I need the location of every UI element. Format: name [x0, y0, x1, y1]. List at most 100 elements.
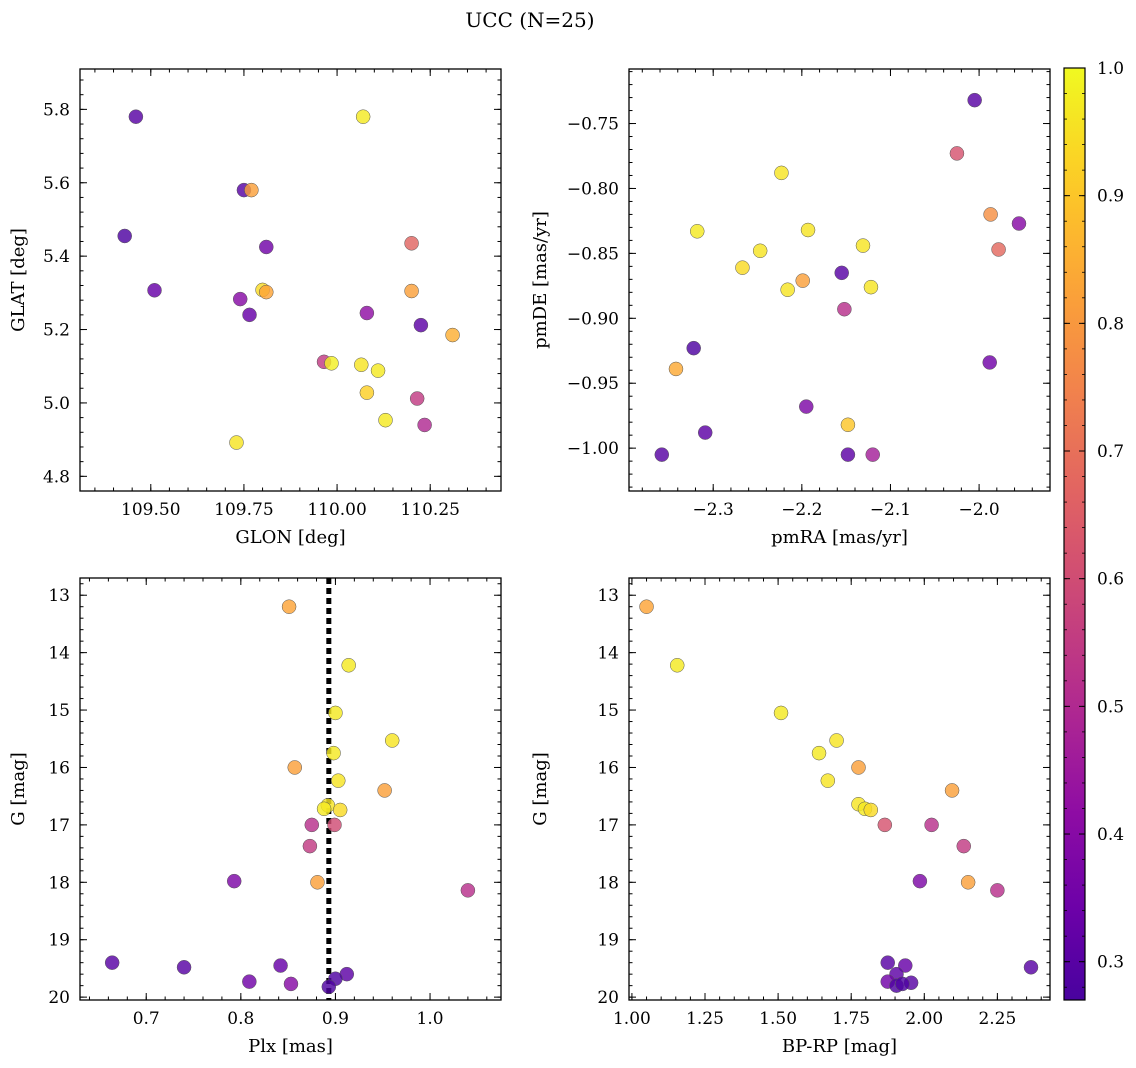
colorbar: 0.3 0.4 0.5 0.6 0.7 0.8 0.9 1.0 — [1063, 59, 1124, 1001]
x-tick-label: −2.1 — [870, 500, 911, 520]
scatter-point — [752, 243, 768, 259]
scatter-point — [304, 817, 320, 833]
scatter-point — [820, 773, 836, 788]
scatter-point — [865, 447, 880, 462]
scatter-point — [795, 273, 810, 288]
scatter-point — [991, 242, 1006, 257]
y-tick-label: −0.85 — [567, 244, 619, 264]
scatter-point — [834, 265, 849, 281]
subplot-3: 0.7 0.8 0.9 1.0 13 14 15 16 17 18 19 20 Plx [mas] G [… — [8, 577, 502, 1057]
subplot-1: 109.50 109.75 110.00 110.25 4.8 5.0 5.2 5.4 5.6 5… — [8, 68, 502, 548]
scatter-point — [259, 284, 274, 300]
scatter-point — [417, 417, 432, 433]
axis-ticks — [629, 69, 1050, 491]
colorbar-tick-label: 0.9 — [1097, 187, 1124, 207]
scatter-point — [355, 109, 371, 124]
scatter-point — [774, 165, 789, 181]
scatter-point — [404, 283, 419, 299]
scatter-point — [944, 783, 960, 798]
panels: 109.50 109.75 110.00 110.25 4.8 5.0 5.2 5.4 5.6 5… — [8, 68, 1051, 1057]
scatter-point — [332, 802, 348, 818]
scatter-point — [226, 873, 242, 889]
x-axis-label: GLON [deg] — [235, 527, 345, 548]
scatter-point — [669, 658, 685, 673]
scatter-point — [104, 955, 120, 970]
x-tick-label: −2.0 — [958, 500, 999, 520]
scatter-point — [378, 412, 393, 428]
y-tick-label: 17 — [48, 816, 70, 836]
scatter-point — [811, 745, 827, 761]
scatter-point — [855, 238, 871, 253]
scatter-point — [799, 399, 814, 414]
x-tick-label: 109.50 — [121, 500, 180, 520]
x-tick-label: 2.25 — [978, 1009, 1016, 1029]
x-tick-label: −2.2 — [781, 500, 822, 520]
y-tick-label: 16 — [48, 758, 70, 778]
scatter-point — [863, 279, 879, 295]
scatter-point — [983, 207, 998, 222]
x-tick-label: 110.25 — [400, 500, 459, 520]
scatter-point — [863, 802, 879, 818]
subplot-4: 1.00 1.25 1.50 1.75 2.00 2.25 13 14 15 16 17 18 19 20… — [530, 577, 1051, 1057]
scatter-point — [912, 873, 928, 889]
scatter-point — [668, 361, 684, 377]
scatter-point — [982, 355, 997, 370]
colorbar-tick-label: 0.3 — [1097, 953, 1124, 973]
scatter-point — [359, 385, 375, 400]
x-tick-label: 0.8 — [227, 1009, 254, 1029]
scatter-point — [851, 760, 866, 775]
x-tick-label: 1.75 — [832, 1009, 870, 1029]
y-tick-label: 13 — [597, 586, 619, 606]
scatter-points — [639, 599, 1039, 993]
y-tick-label: 19 — [597, 931, 619, 951]
colorbar-tick-label: 0.5 — [1097, 697, 1124, 717]
scatter-point — [242, 307, 257, 323]
scatter-point — [324, 356, 339, 371]
scatter-point — [686, 340, 701, 356]
scatter-points — [117, 109, 460, 450]
plot-frame — [628, 68, 1051, 492]
scatter-point — [354, 357, 369, 373]
y-tick-label: 15 — [597, 701, 619, 721]
figure-title: UCC (N=25) — [465, 8, 594, 32]
scatter-point — [409, 391, 425, 406]
scatter-point — [370, 363, 386, 378]
x-tick-label: 1.25 — [686, 1009, 724, 1029]
scatter-point — [960, 875, 976, 890]
scatter-point — [840, 447, 856, 462]
y-tick-label: −0.90 — [567, 309, 619, 329]
scatter-point — [147, 283, 162, 298]
scatter-point — [654, 447, 670, 462]
x-tick-label: 109.75 — [214, 500, 273, 520]
scatter-point — [176, 960, 192, 975]
scatter-point — [924, 817, 939, 833]
scatter-point — [735, 260, 750, 275]
scatter-point — [321, 979, 337, 995]
scatter-point — [780, 282, 795, 297]
scatter-point — [377, 783, 392, 798]
axis-ticks — [80, 578, 501, 1000]
scatter-point — [877, 817, 893, 833]
y-tick-label: 5.2 — [43, 321, 70, 341]
scatter-point — [283, 976, 299, 992]
scatter-point — [281, 599, 297, 614]
scatter-point — [460, 883, 476, 898]
scatter-point — [800, 222, 816, 238]
y-tick-label: −0.95 — [567, 374, 619, 394]
scatter-points — [654, 92, 1027, 462]
y-tick-label: −1.00 — [567, 439, 619, 459]
y-tick-label: 5.4 — [43, 247, 70, 267]
plot-frame — [79, 577, 502, 1001]
scatter-point — [967, 92, 982, 108]
x-tick-label: 0.9 — [322, 1009, 349, 1029]
x-tick-label: 1.00 — [613, 1009, 651, 1029]
scatter-point — [229, 435, 244, 450]
subplot-2: −2.3 −2.2 −2.1 −2.0 −1.00 −0.95 −0.90 −0.85 −0.8… — [530, 68, 1051, 548]
y-axis-label: G [mag] — [530, 752, 551, 825]
plot-frame — [79, 68, 502, 492]
scatter-point — [359, 305, 375, 321]
x-axis-label: pmRA [mas/yr] — [771, 527, 908, 548]
scatter-point — [273, 958, 288, 973]
y-tick-label: 14 — [48, 644, 70, 664]
